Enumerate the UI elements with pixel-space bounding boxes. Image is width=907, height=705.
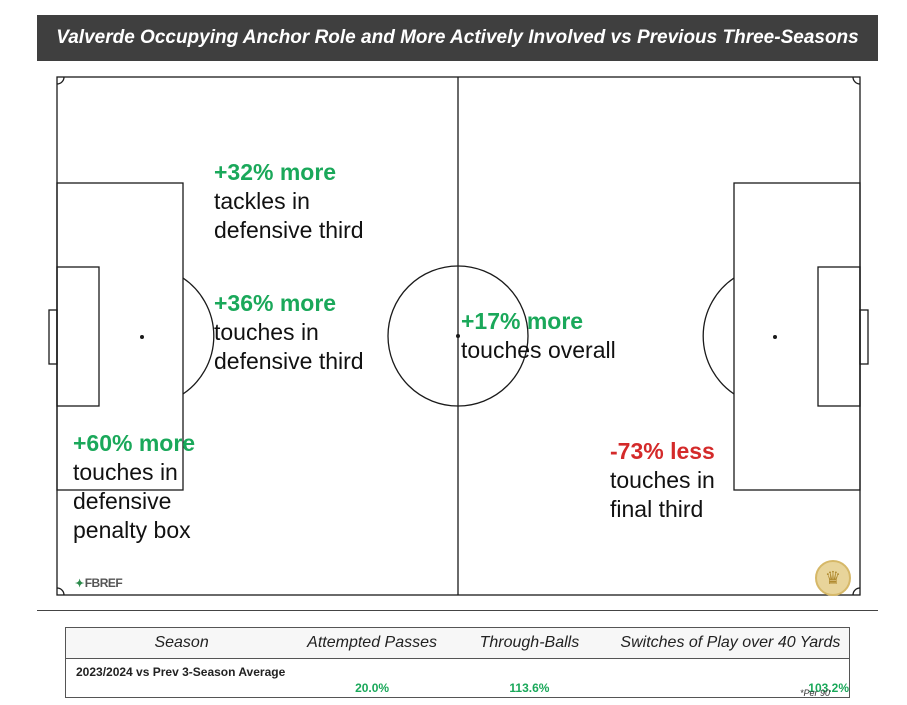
table-cell-through-balls: 113.6% xyxy=(447,658,612,698)
stat-touches-overall: +17% more touches overall xyxy=(461,307,616,365)
stat-description: touches in defensive penalty box xyxy=(73,459,191,543)
left-penalty-spot xyxy=(140,335,144,339)
stat-value: +60% more xyxy=(73,430,196,456)
left-goal xyxy=(48,309,58,365)
table-header-attempted-passes: Attempted Passes xyxy=(297,627,448,659)
stat-touches-def-third: +36% more touches in defensive third xyxy=(214,289,364,376)
football-pitch xyxy=(48,76,869,596)
right-goal xyxy=(859,309,869,365)
table-header-through-balls: Through-Balls xyxy=(447,627,612,659)
left-six-yard-box xyxy=(56,266,100,407)
right-six-yard-box xyxy=(817,266,861,407)
stat-description: touches in final third xyxy=(610,467,715,522)
stat-description: tackles in defensive third xyxy=(214,188,364,243)
stats-table: Season Attempted Passes Through-Balls Sw… xyxy=(65,627,850,698)
club-crest-icon: ♛ xyxy=(815,560,851,596)
section-divider xyxy=(37,610,878,611)
footnote: *Per 90 xyxy=(800,688,831,698)
right-penalty-area xyxy=(733,182,861,491)
corner-arc-tl xyxy=(56,76,65,85)
stat-tackles-def-third: +32% more tackles in defensive third xyxy=(214,158,364,245)
corner-arc-br xyxy=(852,587,861,596)
stat-touches-final-third: -73% less touches in final third xyxy=(610,437,715,524)
stat-value: -73% less xyxy=(610,438,715,464)
chart-title: Valverde Occupying Anchor Role and More … xyxy=(37,15,878,61)
stat-description: touches overall xyxy=(461,337,616,363)
right-penalty-arc xyxy=(702,277,735,395)
stat-value: +17% more xyxy=(461,308,584,334)
right-penalty-spot xyxy=(773,335,777,339)
table-header-season: Season xyxy=(65,627,298,659)
table-header-switches: Switches of Play over 40 Yards xyxy=(611,627,850,659)
corner-arc-bl xyxy=(56,587,65,596)
stat-value: +32% more xyxy=(214,159,337,185)
centre-spot xyxy=(456,334,460,338)
fbref-logo: ✦FBREF xyxy=(75,576,123,590)
stat-touches-def-box: +60% more touches in defensive penalty b… xyxy=(73,429,195,545)
table-cell-attempted-passes: 20.0% xyxy=(297,658,448,698)
table-cell-season: 2023/2024 vs Prev 3-Season Average xyxy=(65,658,298,698)
centre-circle xyxy=(387,265,529,407)
stat-value: +36% more xyxy=(214,290,337,316)
left-penalty-arc xyxy=(182,277,215,395)
table-row: 2023/2024 vs Prev 3-Season Average 20.0%… xyxy=(65,658,850,698)
fbref-mark-icon: ✦ xyxy=(75,578,84,590)
corner-arc-tr xyxy=(852,76,861,85)
stat-description: touches in defensive third xyxy=(214,319,364,374)
table-cell-switches: 103.2% xyxy=(611,658,850,698)
table-header-row: Season Attempted Passes Through-Balls Sw… xyxy=(65,627,850,659)
